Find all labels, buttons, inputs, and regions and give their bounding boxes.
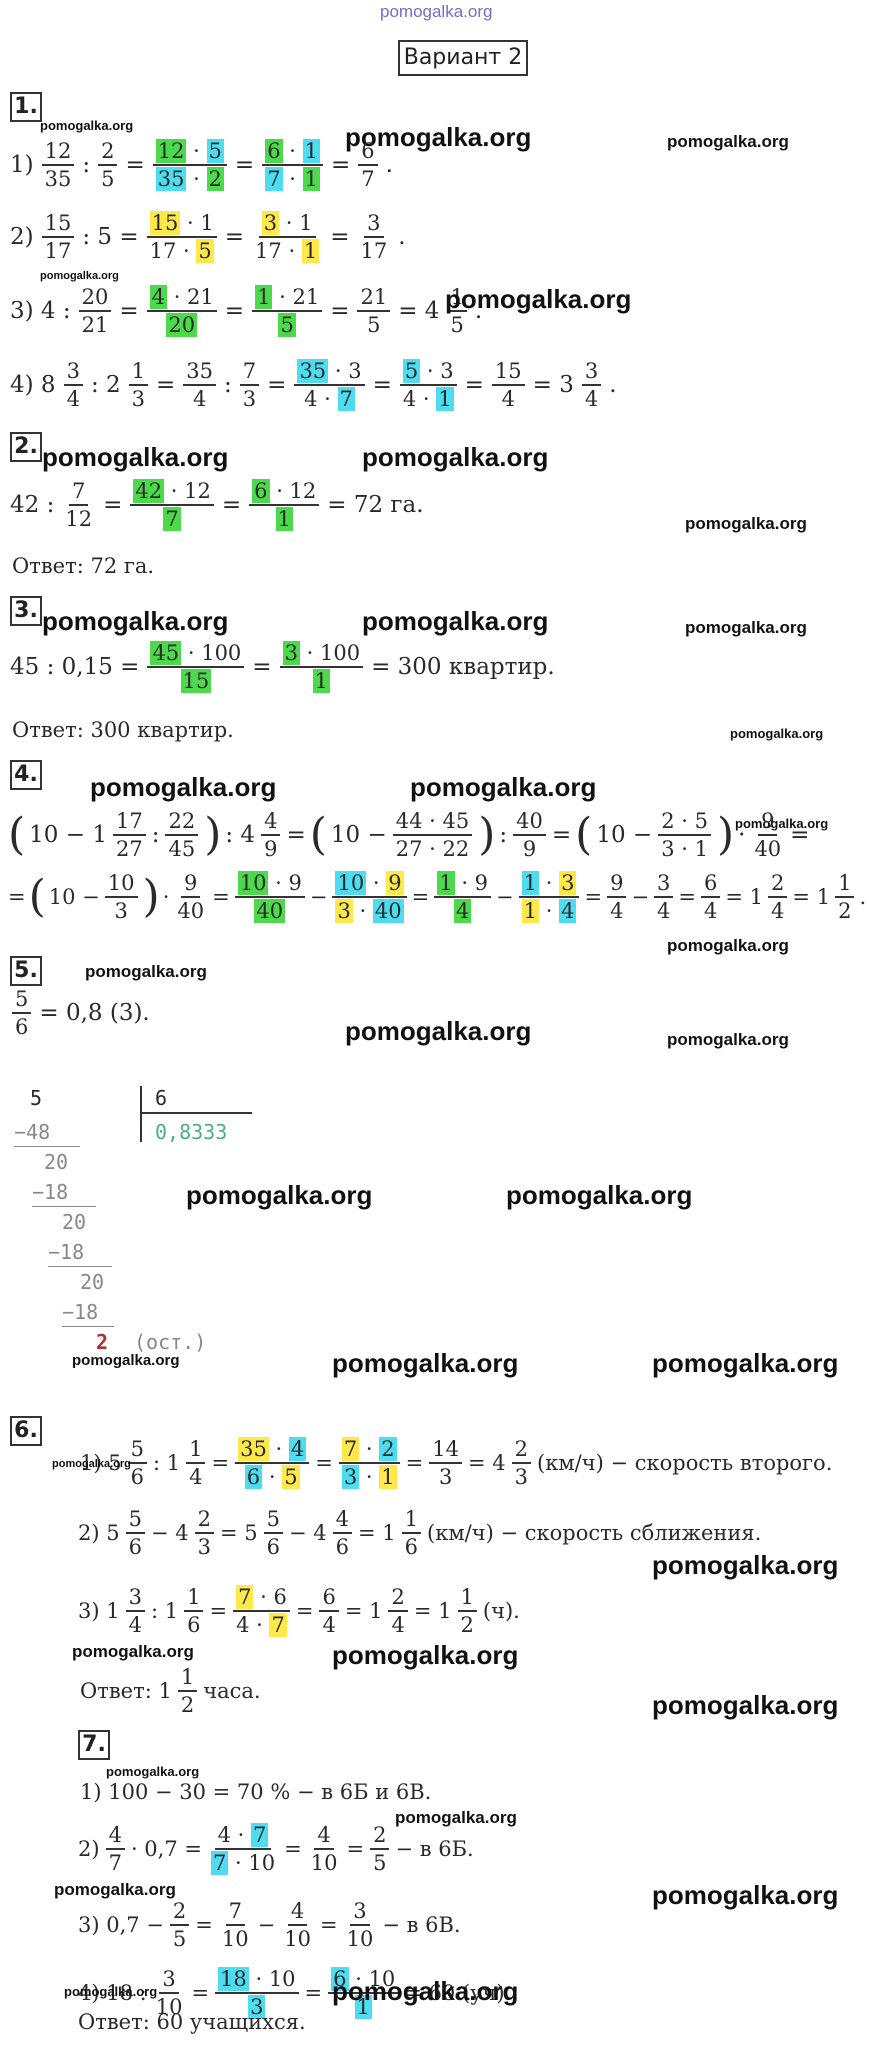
watermark: pomogalka.org xyxy=(667,132,789,151)
watermark: pomogalka.org xyxy=(395,1808,517,1827)
task7-answer: Ответ: 60 учащихся. xyxy=(78,2010,306,2034)
division-rule xyxy=(48,1266,112,1267)
dividend: 5 xyxy=(30,1086,43,1110)
watermark: pomogalka.org xyxy=(652,1880,839,1910)
task1-line3: 3) 4 : 20 21 = 4 · 21 20 = 1 · 21 5 = 21 5… xyxy=(10,285,483,337)
watermark: pomogalka.org xyxy=(40,270,119,282)
task7-line4: 4) 18 : 3 10 = 18 · 10 3 = 6 · 10 1 = 60 … xyxy=(78,1967,512,2019)
task-number-3: 3. xyxy=(10,596,42,626)
watermark-top[interactable]: pomogalka.org xyxy=(380,2,493,21)
task7-line1: 1) 100 − 30 = 70 % − в 6Б и 6В. xyxy=(80,1780,432,1804)
division-remainder: 2 xyxy=(96,1330,109,1354)
watermark: pomogalka.org xyxy=(332,1640,519,1670)
division-step: −18 xyxy=(48,1240,85,1264)
watermark: pomogalka.org xyxy=(345,122,532,152)
divisor: 6 xyxy=(155,1086,168,1110)
watermark: pomogalka.org xyxy=(345,1016,532,1046)
watermark: pomogalka.org xyxy=(685,514,807,533)
task4-line2: = ( 10 − 10 3 ) · 9 40 = 10 · 9 40 − 10 · … xyxy=(8,871,867,923)
task-number-4: 4. xyxy=(10,760,42,790)
division-step: 20 xyxy=(44,1150,69,1174)
task3-line1: 45 : 0,15 = 45 · 100 15 = 3 · 100 1 = 30… xyxy=(10,641,555,693)
task2-answer: Ответ: 72 га. xyxy=(12,554,155,578)
division-rule xyxy=(14,1146,80,1147)
watermark: pomogalka.org xyxy=(730,726,824,741)
watermark: pomogalka.org xyxy=(106,1764,200,1779)
division-step: −48 xyxy=(14,1120,51,1144)
watermark: pomogalka.org xyxy=(410,772,597,802)
watermark: pomogalka.org xyxy=(362,606,549,636)
variant-title: Вариант 2 xyxy=(398,40,528,76)
watermark: pomogalka.org xyxy=(362,442,549,472)
watermark: pomogalka.org xyxy=(85,962,207,981)
task3-answer: Ответ: 300 квартир. xyxy=(12,718,234,742)
division-step: −18 xyxy=(62,1300,99,1324)
task-number-6: 6. xyxy=(10,1416,42,1446)
division-rule xyxy=(32,1206,96,1207)
watermark: pomogalka.org xyxy=(72,1352,180,1369)
watermark: pomogalka.org xyxy=(64,1984,158,1999)
watermark: pomogalka.org xyxy=(186,1180,373,1210)
watermark: pomogalka.org xyxy=(42,442,229,472)
watermark: pomogalka.org xyxy=(652,1348,839,1378)
division-rule xyxy=(62,1326,114,1327)
watermark: pomogalka.org xyxy=(54,1880,176,1899)
watermark: pomogalka.org xyxy=(652,1690,839,1720)
watermark: pomogalka.org xyxy=(332,1348,519,1378)
quotient: 0,8333 xyxy=(155,1120,228,1144)
task1-line2: 2) 15 17 : 5 = 15 · 1 17 · 5 = 3 · 1 17 ·… xyxy=(10,211,406,263)
division-bar-vertical xyxy=(140,1086,142,1142)
division-bar-horizontal xyxy=(142,1112,252,1114)
watermark: pomogalka.org xyxy=(652,1550,839,1580)
watermark: pomogalka.org xyxy=(332,1976,519,2006)
task2-line1: 42 : 7 12 = 42 · 12 7 = 6 · 12 1 = 72 га. xyxy=(10,479,424,531)
task-number-7: 7. xyxy=(78,1730,110,1760)
task-number-1: 1. xyxy=(10,92,42,122)
watermark: pomogalka.org xyxy=(72,1642,194,1661)
watermark: pomogalka.org xyxy=(40,118,134,133)
task-number-2: 2. xyxy=(10,432,42,462)
watermark: pomogalka.org xyxy=(685,618,807,637)
task-number-5: 5. xyxy=(10,956,42,986)
watermark: pomogalka.org xyxy=(52,1458,131,1470)
division-remainder-note: (ост.) xyxy=(134,1330,207,1354)
watermark: pomogalka.org xyxy=(506,1180,693,1210)
division-step: −18 xyxy=(32,1180,69,1204)
watermark: pomogalka.org xyxy=(735,816,829,831)
watermark: pomogalka.org xyxy=(445,284,632,314)
division-step: 20 xyxy=(62,1210,87,1234)
watermark: pomogalka.org xyxy=(667,1030,789,1049)
watermark: pomogalka.org xyxy=(42,606,229,636)
watermark: pomogalka.org xyxy=(90,772,277,802)
division-step: 20 xyxy=(80,1270,105,1294)
watermark: pomogalka.org xyxy=(667,936,789,955)
